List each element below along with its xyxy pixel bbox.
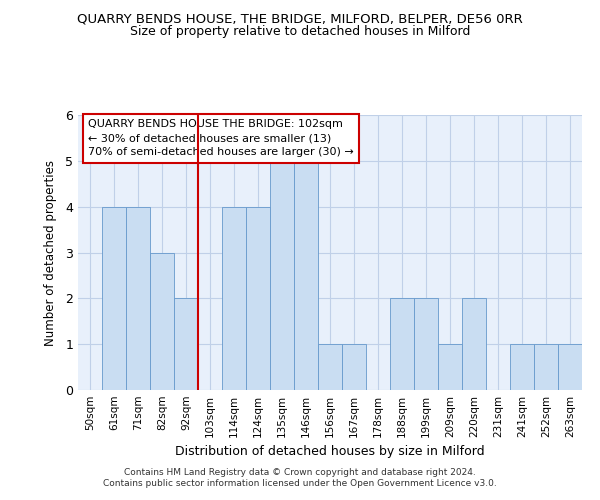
Bar (126, 206, 150, 390)
Text: QUARRY BENDS HOUSE THE BRIDGE: 102sqm
← 30% of detached houses are smaller (13)
: QUARRY BENDS HOUSE THE BRIDGE: 102sqm ← … (88, 119, 354, 157)
Bar (558, 344, 582, 390)
Bar (438, 344, 462, 390)
Text: Size of property relative to detached houses in Milford: Size of property relative to detached ho… (130, 25, 470, 38)
Text: QUARRY BENDS HOUSE, THE BRIDGE, MILFORD, BELPER, DE56 0RR: QUARRY BENDS HOUSE, THE BRIDGE, MILFORD,… (77, 12, 523, 26)
Y-axis label: Number of detached properties: Number of detached properties (44, 160, 57, 346)
Bar (318, 344, 342, 390)
Bar (534, 344, 558, 390)
Bar (222, 206, 246, 390)
Bar (390, 298, 414, 390)
Bar (462, 298, 486, 390)
Bar (342, 344, 366, 390)
Bar (270, 161, 294, 390)
Bar (150, 252, 174, 390)
Bar (294, 161, 318, 390)
Bar (246, 206, 270, 390)
Bar (414, 298, 438, 390)
Text: Contains HM Land Registry data © Crown copyright and database right 2024.
Contai: Contains HM Land Registry data © Crown c… (103, 468, 497, 487)
Bar (510, 344, 534, 390)
X-axis label: Distribution of detached houses by size in Milford: Distribution of detached houses by size … (175, 446, 485, 458)
Bar (174, 298, 198, 390)
Bar (102, 206, 126, 390)
